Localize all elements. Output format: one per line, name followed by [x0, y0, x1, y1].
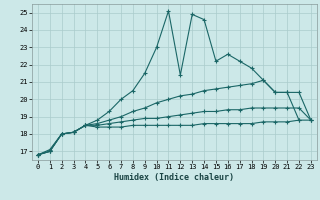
X-axis label: Humidex (Indice chaleur): Humidex (Indice chaleur): [115, 173, 234, 182]
